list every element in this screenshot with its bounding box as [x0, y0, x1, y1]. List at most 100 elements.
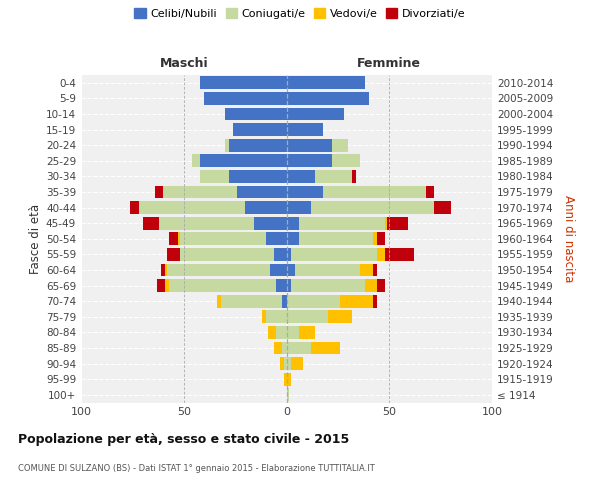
Bar	[311, 201, 434, 214]
Bar	[287, 357, 290, 370]
Bar	[290, 279, 365, 292]
Bar	[385, 217, 387, 230]
Bar	[192, 154, 200, 167]
Bar	[268, 326, 276, 338]
Bar	[200, 170, 229, 183]
Bar	[276, 279, 287, 292]
Bar	[276, 326, 287, 338]
Bar	[161, 264, 165, 276]
Bar	[225, 108, 287, 120]
Bar	[287, 201, 311, 214]
Bar	[143, 217, 159, 230]
Bar	[139, 201, 245, 214]
Bar	[155, 186, 163, 198]
Bar	[328, 310, 352, 323]
Text: Maschi: Maschi	[160, 57, 208, 70]
Bar	[387, 217, 408, 230]
Text: Femmine: Femmine	[357, 57, 421, 70]
Bar	[377, 248, 385, 260]
Bar	[287, 186, 323, 198]
Bar	[200, 154, 287, 167]
Bar	[229, 139, 287, 151]
Bar	[274, 248, 287, 260]
Bar	[284, 372, 287, 386]
Bar	[284, 357, 287, 370]
Bar	[205, 92, 287, 105]
Bar	[287, 342, 311, 354]
Bar	[287, 326, 299, 338]
Bar	[287, 170, 315, 183]
Bar	[352, 170, 356, 183]
Bar	[332, 139, 348, 151]
Bar	[287, 76, 365, 89]
Bar	[237, 186, 287, 198]
Bar	[283, 294, 287, 308]
Bar	[315, 170, 352, 183]
Bar	[287, 372, 290, 386]
Bar	[165, 264, 167, 276]
Bar	[340, 294, 373, 308]
Bar	[159, 217, 254, 230]
Bar	[373, 232, 377, 245]
Text: Popolazione per età, sesso e stato civile - 2015: Popolazione per età, sesso e stato civil…	[18, 432, 349, 446]
Bar	[299, 232, 373, 245]
Bar	[157, 279, 165, 292]
Bar	[165, 279, 169, 292]
Bar	[287, 388, 289, 401]
Bar	[254, 217, 287, 230]
Bar	[229, 170, 287, 183]
Bar	[426, 186, 434, 198]
Bar	[287, 232, 299, 245]
Bar	[290, 357, 303, 370]
Bar	[167, 248, 179, 260]
Bar	[295, 264, 361, 276]
Bar	[299, 326, 315, 338]
Bar	[385, 248, 414, 260]
Bar	[274, 342, 283, 354]
Bar	[163, 186, 237, 198]
Bar	[365, 279, 377, 292]
Bar	[270, 264, 287, 276]
Bar	[373, 264, 377, 276]
Bar	[287, 92, 369, 105]
Bar	[262, 310, 266, 323]
Bar	[200, 76, 287, 89]
Bar	[290, 248, 377, 260]
Bar	[169, 279, 276, 292]
Bar	[287, 139, 332, 151]
Bar	[287, 264, 295, 276]
Bar	[287, 108, 344, 120]
Bar	[266, 310, 287, 323]
Bar	[287, 217, 299, 230]
Bar	[287, 294, 340, 308]
Bar	[179, 248, 274, 260]
Bar	[280, 357, 284, 370]
Bar	[361, 264, 373, 276]
Y-axis label: Anni di nascita: Anni di nascita	[562, 195, 575, 282]
Bar	[221, 294, 283, 308]
Bar	[311, 342, 340, 354]
Legend: Celibi/Nubili, Coniugati/e, Vedovi/e, Divorziati/e: Celibi/Nubili, Coniugati/e, Vedovi/e, Di…	[132, 6, 468, 21]
Bar	[245, 201, 287, 214]
Y-axis label: Fasce di età: Fasce di età	[29, 204, 42, 274]
Bar	[283, 342, 287, 354]
Bar	[377, 232, 385, 245]
Bar	[287, 123, 323, 136]
Bar	[130, 201, 139, 214]
Bar	[169, 232, 178, 245]
Bar	[332, 154, 361, 167]
Bar	[287, 310, 328, 323]
Bar	[287, 154, 332, 167]
Bar	[178, 232, 179, 245]
Bar	[266, 232, 287, 245]
Bar	[323, 186, 426, 198]
Bar	[167, 264, 270, 276]
Bar	[233, 123, 287, 136]
Bar	[373, 294, 377, 308]
Bar	[179, 232, 266, 245]
Bar	[434, 201, 451, 214]
Bar	[225, 139, 229, 151]
Bar	[287, 248, 290, 260]
Bar	[287, 279, 290, 292]
Bar	[217, 294, 221, 308]
